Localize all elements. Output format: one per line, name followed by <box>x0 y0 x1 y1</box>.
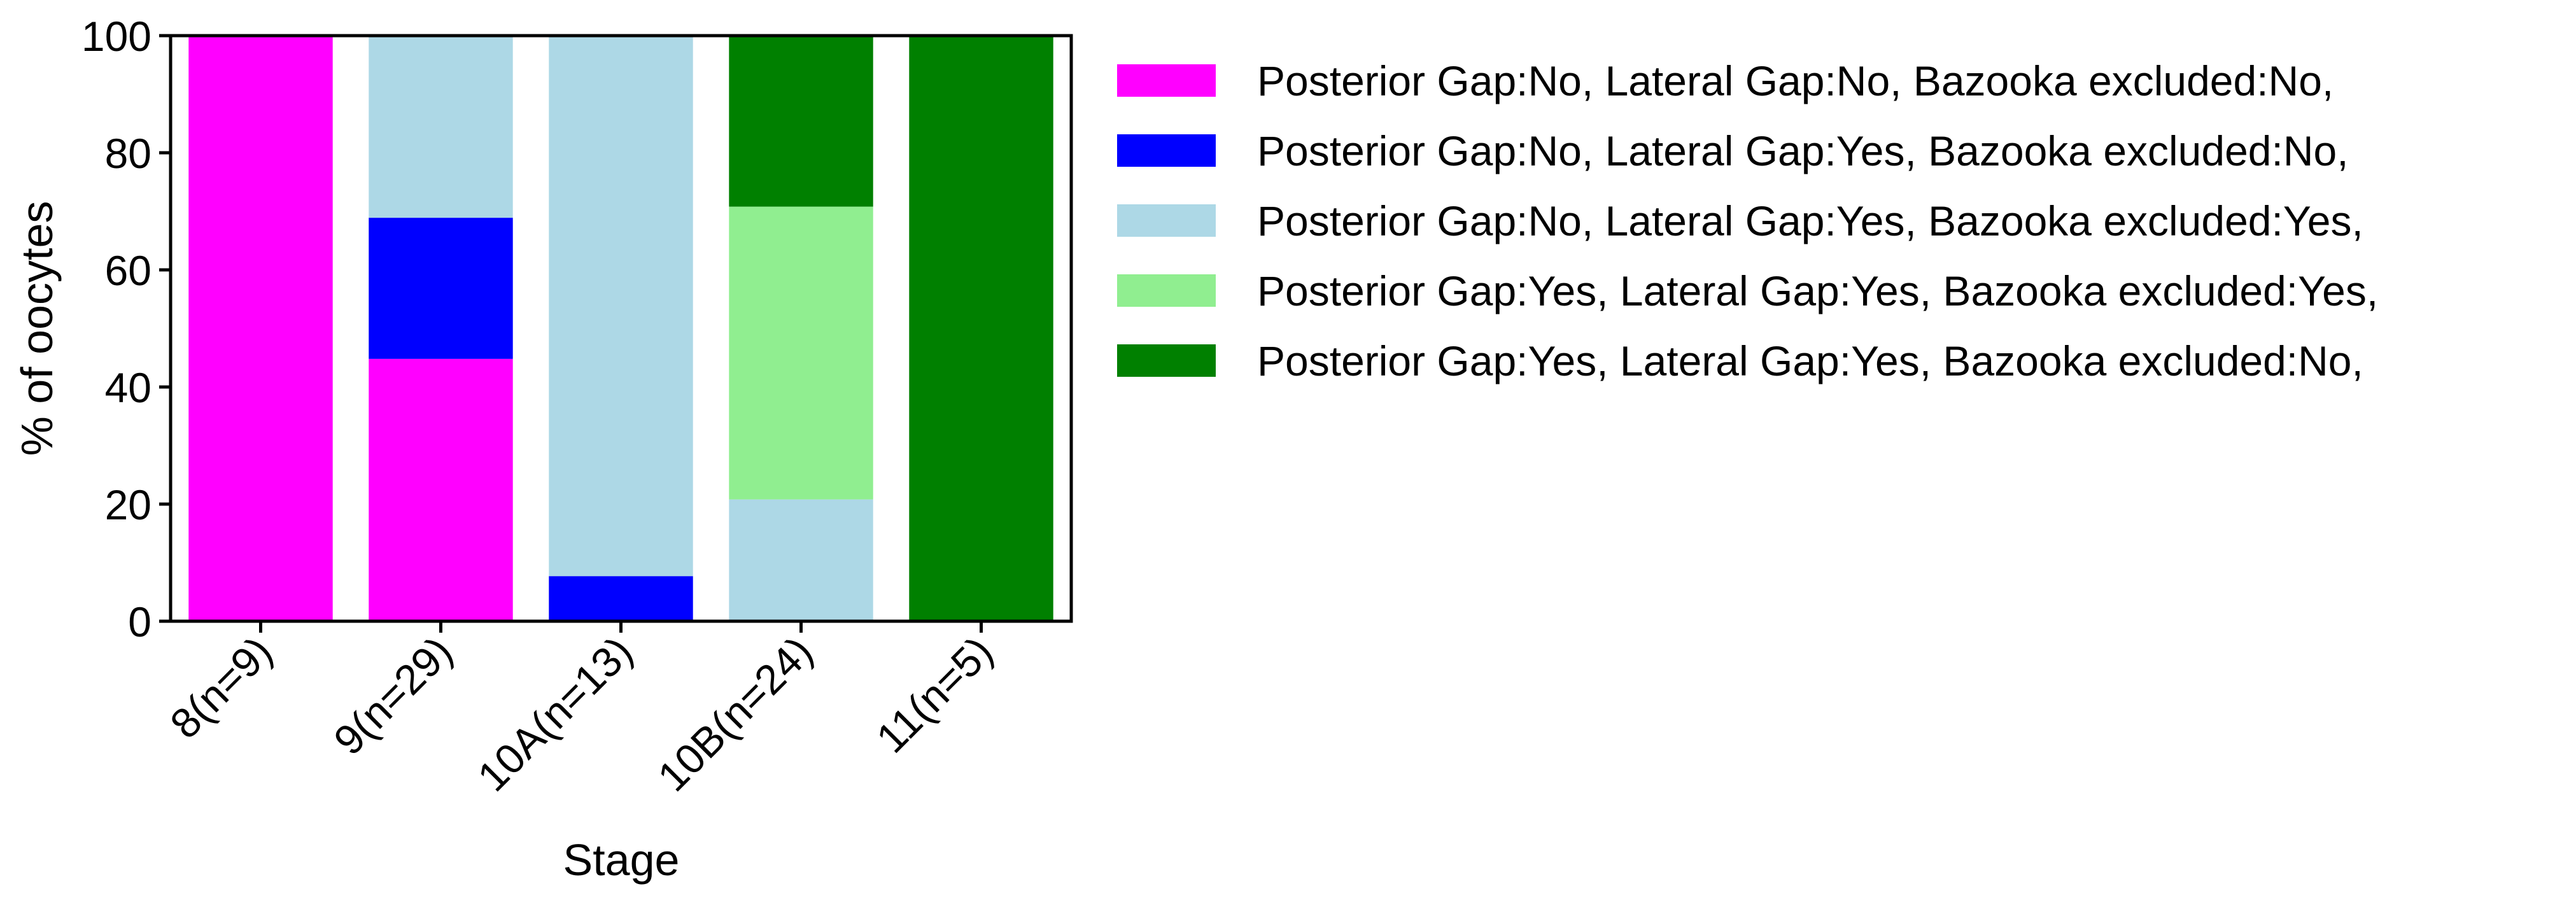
bar-segment-4-series-3 <box>729 499 873 621</box>
legend-swatch <box>1117 64 1216 97</box>
bar-segment-4-series-4 <box>729 206 873 500</box>
legend-label: Posterior Gap:Yes, Lateral Gap:Yes, Bazo… <box>1257 337 2363 384</box>
legend-swatch <box>1117 344 1216 377</box>
bar-segment-1-series-1 <box>188 36 333 621</box>
x-axis-label: Stage <box>563 835 680 885</box>
bars-layer <box>188 36 1053 621</box>
legend-swatch <box>1117 134 1216 167</box>
y-axis-label: % of oocytes <box>12 201 62 456</box>
x-tick-label: 9(n=29) <box>325 628 461 764</box>
y-tick-label: 80 <box>105 130 151 177</box>
bar-segment-3-series-3 <box>549 36 693 577</box>
legend: Posterior Gap:No, Lateral Gap:No, Bazook… <box>1117 57 2378 384</box>
y-tick-label: 0 <box>128 598 151 645</box>
y-tick-label: 40 <box>105 364 151 411</box>
bar-segment-2-series-3 <box>369 36 513 218</box>
x-tick-label: 8(n=9) <box>161 628 281 748</box>
legend-label: Posterior Gap:No, Lateral Gap:Yes, Bazoo… <box>1257 127 2349 174</box>
x-tick-label: 10A(n=13) <box>468 628 642 801</box>
legend-swatch <box>1117 204 1216 237</box>
legend-label: Posterior Gap:No, Lateral Gap:No, Bazook… <box>1257 57 2333 104</box>
legend-label: Posterior Gap:Yes, Lateral Gap:Yes, Bazo… <box>1257 267 2378 314</box>
x-tick-label: 10B(n=24) <box>649 628 822 801</box>
legend-label: Posterior Gap:No, Lateral Gap:Yes, Bazoo… <box>1257 197 2363 244</box>
bar-segment-3-series-2 <box>549 576 693 621</box>
bar-segment-2-series-2 <box>369 218 513 359</box>
bar-segment-2-series-1 <box>369 358 513 621</box>
legend-swatch <box>1117 274 1216 307</box>
bar-segment-5-series-5 <box>909 36 1053 621</box>
x-tick-label: 11(n=5) <box>867 628 1001 762</box>
bar-segment-4-series-5 <box>729 36 873 207</box>
y-tick-label: 60 <box>105 247 151 294</box>
y-tick-label: 100 <box>81 13 151 60</box>
y-tick-label: 20 <box>105 481 151 528</box>
